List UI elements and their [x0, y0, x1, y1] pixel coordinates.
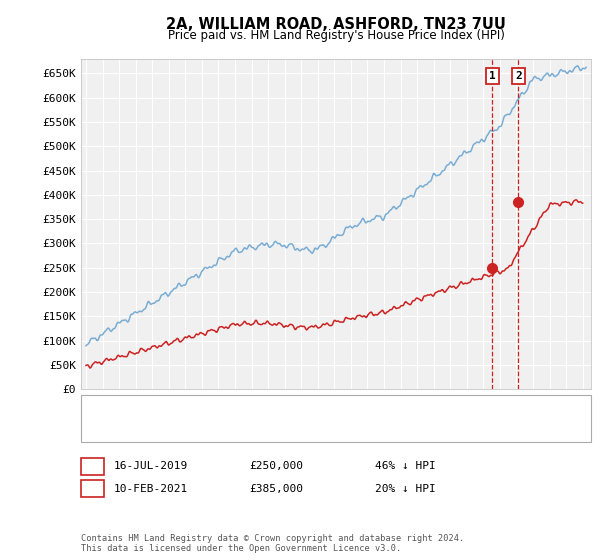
Text: 16-JUL-2019: 16-JUL-2019	[114, 461, 188, 472]
Text: 46% ↓ HPI: 46% ↓ HPI	[375, 461, 436, 472]
Text: 1: 1	[489, 71, 496, 81]
Text: 2: 2	[515, 71, 522, 81]
Text: Price paid vs. HM Land Registry's House Price Index (HPI): Price paid vs. HM Land Registry's House …	[167, 29, 505, 42]
Text: Contains HM Land Registry data © Crown copyright and database right 2024.
This d: Contains HM Land Registry data © Crown c…	[81, 534, 464, 553]
Text: 1: 1	[89, 461, 96, 472]
Text: HPI: Average price, detached house, Ashford: HPI: Average price, detached house, Ashf…	[129, 422, 398, 432]
Text: ———: ———	[92, 402, 113, 416]
Text: 2A, WILLIAM ROAD, ASHFORD, TN23 7UU (detached house): 2A, WILLIAM ROAD, ASHFORD, TN23 7UU (det…	[129, 404, 454, 414]
Text: ———: ———	[92, 421, 113, 434]
Text: £385,000: £385,000	[249, 484, 303, 494]
Text: 20% ↓ HPI: 20% ↓ HPI	[375, 484, 436, 494]
Text: 2A, WILLIAM ROAD, ASHFORD, TN23 7UU: 2A, WILLIAM ROAD, ASHFORD, TN23 7UU	[166, 17, 506, 32]
Text: 2: 2	[89, 484, 96, 494]
Text: 10-FEB-2021: 10-FEB-2021	[114, 484, 188, 494]
Text: £250,000: £250,000	[249, 461, 303, 472]
